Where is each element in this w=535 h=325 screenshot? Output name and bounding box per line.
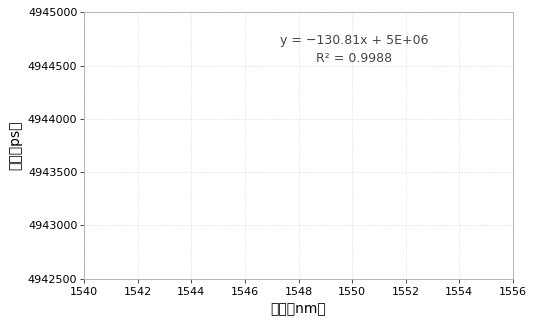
X-axis label: 波长（nm）: 波长（nm） — [271, 303, 326, 317]
Text: y = −130.81x + 5E+06
R² = 0.9988: y = −130.81x + 5E+06 R² = 0.9988 — [280, 34, 429, 65]
Y-axis label: 时延（ps）: 时延（ps） — [9, 121, 22, 170]
